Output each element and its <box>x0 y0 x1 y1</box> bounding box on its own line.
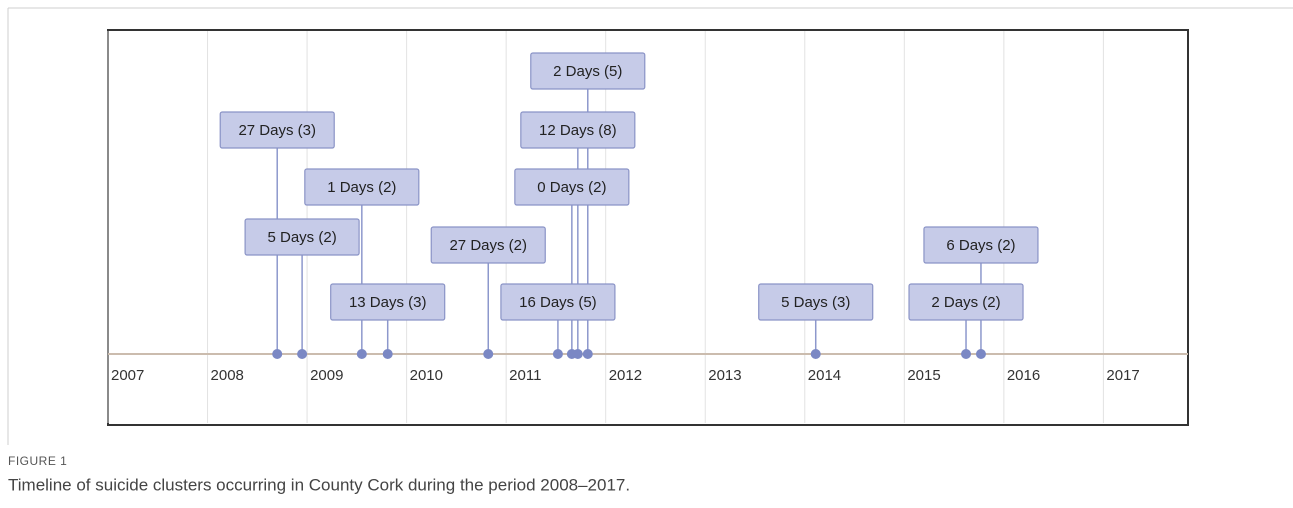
event-box <box>500 283 616 321</box>
x-tick-label: 2014 <box>808 367 841 384</box>
event-label: 2 Days (5) <box>553 63 622 80</box>
event-box <box>758 283 874 321</box>
event-box <box>304 168 420 206</box>
event-label: 27 Days (2) <box>449 237 527 254</box>
event-box <box>219 111 335 149</box>
figure-caption: Timeline of suicide clusters occurring i… <box>8 475 630 494</box>
x-tick-label: 2016 <box>1007 367 1040 384</box>
x-tick-label: 2008 <box>211 367 244 384</box>
event-box <box>908 283 1024 321</box>
event-dot <box>552 349 563 359</box>
event-label: 0 Days (2) <box>537 179 606 196</box>
x-tick-label: 2015 <box>907 367 940 384</box>
x-tick-label: 2017 <box>1106 367 1139 384</box>
event-label: 12 Days (8) <box>539 122 617 139</box>
x-tick-label: 2012 <box>609 367 642 384</box>
event-dot <box>582 349 593 359</box>
x-tick-label: 2009 <box>310 367 343 384</box>
event-dot <box>810 349 821 359</box>
event-dot <box>572 349 583 359</box>
event-box <box>530 52 646 90</box>
x-tick-label: 2013 <box>708 367 741 384</box>
x-tick-label: 2007 <box>111 367 144 384</box>
event-label: 5 Days (2) <box>268 229 337 246</box>
event-label: 16 Days (5) <box>519 294 597 311</box>
event-box <box>514 168 630 206</box>
event-label: 1 Days (2) <box>327 179 396 196</box>
event-label: 6 Days (2) <box>946 237 1015 254</box>
event-dot <box>961 349 972 359</box>
event-label: 2 Days (2) <box>931 294 1000 311</box>
event-label: 13 Days (3) <box>349 294 427 311</box>
event-dot <box>483 349 494 359</box>
event-dot <box>975 349 986 359</box>
x-tick-label: 2011 <box>509 367 541 384</box>
x-tick-label: 2010 <box>410 367 443 384</box>
event-dot <box>382 349 393 359</box>
event-label: 27 Days (3) <box>238 122 316 139</box>
event-dot <box>356 349 367 359</box>
figure-label: FIGURE 1 <box>8 454 67 468</box>
event-box <box>244 218 360 256</box>
event-box <box>923 226 1039 264</box>
event-label: 5 Days (3) <box>781 294 850 311</box>
plot: 2007 2008 2009 2010 2011 2012 2013 2014 2015 2016… <box>107 31 1188 423</box>
event-box <box>330 283 446 321</box>
event-box <box>520 111 636 149</box>
event-box <box>430 226 546 264</box>
event-dot <box>272 349 283 359</box>
event-dot <box>297 349 308 359</box>
